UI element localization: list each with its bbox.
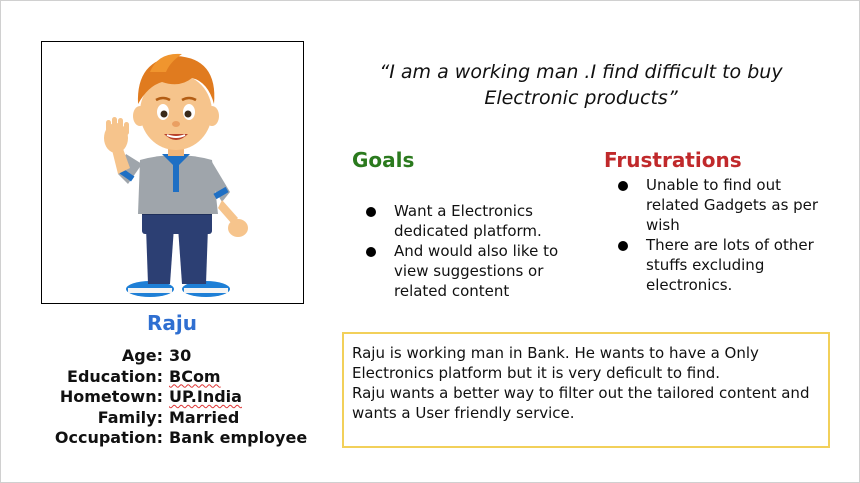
detail-value: 30	[169, 346, 192, 365]
detail-row-occupation: Occupation: Bank employee	[41, 428, 341, 449]
frustration-item: Unable to find out related Gadgets as pe…	[616, 175, 831, 235]
goals-list: Want a Electronics dedicated platform. A…	[364, 201, 564, 301]
detail-label: Education:	[67, 366, 163, 386]
frustrations-heading: Frustrations	[604, 148, 742, 172]
persona-photo	[41, 41, 304, 304]
summary-line: Raju is working man in Bank. He wants to…	[352, 344, 759, 382]
goal-item: Want a Electronics dedicated platform.	[364, 201, 564, 241]
detail-value: Bank employee	[169, 428, 308, 447]
summary-line: Raju wants a better way to filter out th…	[352, 384, 810, 422]
detail-row-education: Education: BCom	[41, 367, 341, 388]
persona-details: Age: 30 Education: BCom Hometown: UP.India …	[41, 346, 341, 449]
frustration-item: There are lots of other stuffs excluding…	[616, 235, 831, 295]
goals-heading: Goals	[352, 148, 415, 172]
persona-summary-box: Raju is working man in Bank. He wants to…	[342, 332, 830, 448]
detail-value: UP.India	[169, 387, 242, 406]
detail-label: Age:	[121, 346, 163, 365]
detail-value: Married	[169, 407, 240, 427]
detail-label: Family:	[97, 407, 163, 427]
persona-quote: “I am a working man .I find difficult to…	[379, 61, 783, 109]
detail-label: Occupation:	[54, 428, 163, 447]
detail-row-age: Age: 30	[41, 346, 341, 367]
persona-name: Raju	[147, 311, 197, 335]
goal-item: And would also like to view suggestions …	[364, 241, 564, 301]
detail-label: Hometown:	[59, 387, 163, 406]
cartoon-boy-waving-icon	[104, 53, 248, 297]
detail-value: BCom	[169, 366, 221, 386]
frustrations-list: Unable to find out related Gadgets as pe…	[616, 175, 831, 295]
detail-row-hometown: Hometown: UP.India	[41, 387, 341, 408]
detail-row-family: Family: Married	[41, 408, 341, 429]
